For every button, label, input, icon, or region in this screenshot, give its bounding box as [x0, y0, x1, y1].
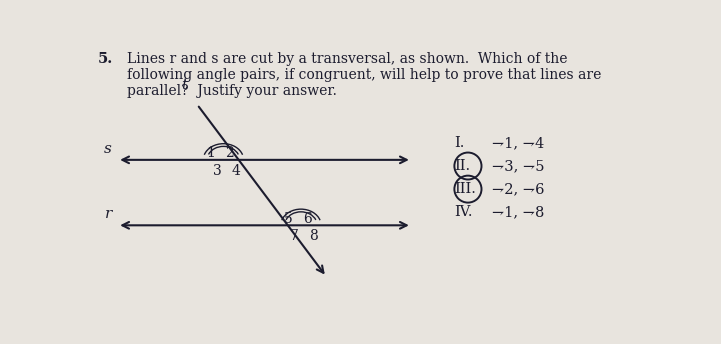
Text: 5: 5 [284, 212, 293, 226]
Text: 4: 4 [231, 164, 240, 178]
Text: 5.: 5. [98, 52, 113, 66]
Text: IV.: IV. [454, 205, 473, 219]
Text: Lines r and s are cut by a transversal, as shown.  Which of the: Lines r and s are cut by a transversal, … [128, 52, 568, 66]
Text: 6: 6 [303, 212, 311, 226]
Text: 3: 3 [213, 164, 221, 178]
Text: ⇁2, ⇁6: ⇁2, ⇁6 [492, 182, 544, 196]
Text: s: s [104, 142, 112, 156]
Text: 1: 1 [207, 147, 216, 160]
Text: following angle pairs, if congruent, will help to prove that lines are: following angle pairs, if congruent, wil… [128, 68, 602, 82]
Text: t: t [182, 78, 187, 92]
Text: r: r [105, 207, 112, 222]
Text: 7: 7 [291, 229, 299, 243]
Text: parallel?  Justify your answer.: parallel? Justify your answer. [128, 84, 337, 98]
Text: 8: 8 [309, 229, 318, 243]
Text: II.: II. [454, 159, 471, 173]
Text: ⇁3, ⇁5: ⇁3, ⇁5 [492, 159, 544, 173]
Text: ⇁1, ⇁8: ⇁1, ⇁8 [492, 205, 544, 219]
Text: III.: III. [454, 182, 477, 196]
Text: ⇁1, ⇁4: ⇁1, ⇁4 [492, 136, 544, 150]
Text: 2: 2 [225, 147, 234, 160]
Text: I.: I. [454, 136, 465, 150]
